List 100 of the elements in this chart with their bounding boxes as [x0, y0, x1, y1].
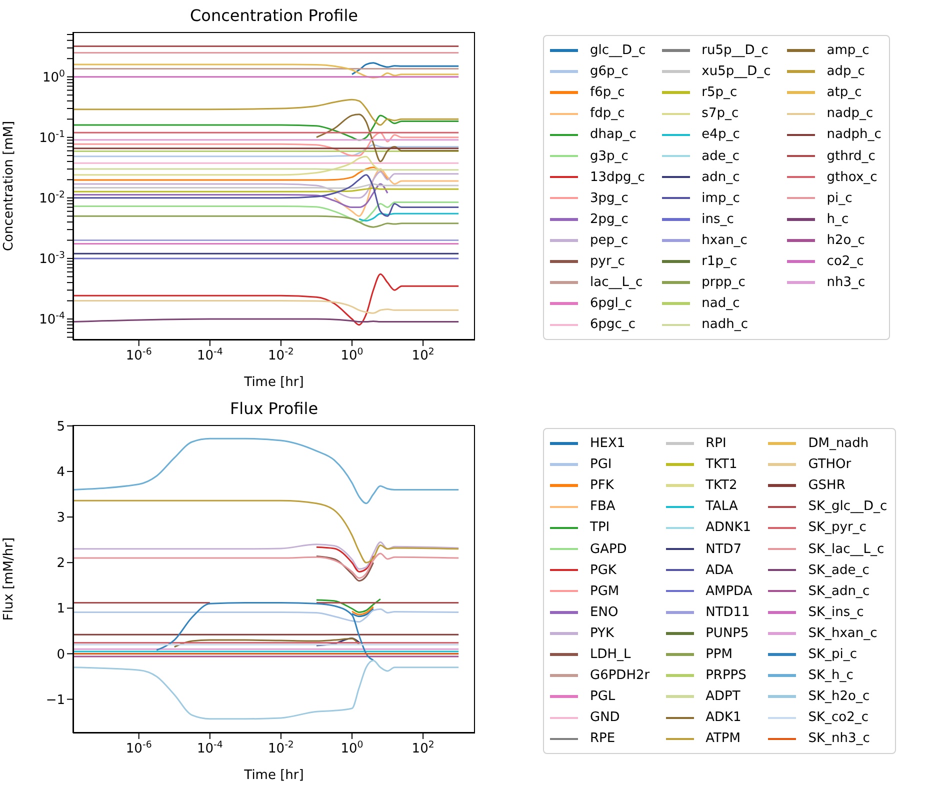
- y-axis-title: Flux [mM/hr]: [2, 537, 17, 621]
- legend-label: 6pgl_c: [590, 296, 632, 312]
- legend-label: ATPM: [706, 731, 740, 746]
- legend-label: TKT1: [706, 457, 738, 472]
- legend-label: e4p_c: [702, 127, 740, 142]
- y-tick-label: 10$^{-1}$: [39, 128, 66, 146]
- legend-label: hxan_c: [702, 232, 748, 248]
- legend-label: SK_h_c: [808, 668, 854, 684]
- legend-label: SK_co2_c: [808, 710, 869, 726]
- legend-label: SK_h2o_c: [808, 689, 870, 704]
- legend-label: PGM: [590, 584, 620, 599]
- legend-label: PGK: [590, 562, 616, 578]
- legend-label: SK_ins_c: [808, 604, 864, 620]
- legend-label: ins_c: [702, 212, 734, 227]
- legend-label: SK_pi_c: [808, 646, 858, 662]
- legend-label: 2pg_c: [590, 212, 628, 227]
- legend-label: 6pgc_c: [590, 317, 636, 332]
- legend-label: pi_c: [826, 190, 852, 206]
- x-tick-label: 10$^{-6}$: [126, 739, 152, 757]
- legend-label: ADK1: [706, 710, 742, 726]
- legend-label: RPI: [706, 436, 726, 452]
- y-tick-label: 3: [56, 510, 65, 526]
- legend-label: PFK: [590, 478, 614, 494]
- x-axis-title: Time [hr]: [243, 768, 304, 783]
- legend-label: PGI: [590, 457, 612, 472]
- chart-title: Flux Profile: [228, 399, 320, 418]
- legend-label: ade_c: [702, 148, 740, 164]
- legend-label: nadh_c: [702, 317, 748, 332]
- legend-label: lac__L_c: [590, 275, 643, 290]
- legend-label: SK_pyr_c: [808, 520, 866, 536]
- x-tick-label: 10$^{-4}$: [196, 739, 223, 757]
- x-tick-label: 10$^{-4}$: [196, 346, 223, 364]
- legend-label: HEX1: [590, 436, 626, 452]
- legend-label: xu5p__D_c: [702, 64, 771, 80]
- y-tick-label: 4: [56, 465, 65, 480]
- legend-label: dhap_c: [590, 127, 636, 142]
- legend-label: ADNK1: [706, 520, 752, 536]
- x-tick-label: 10$^{2}$: [412, 739, 434, 757]
- legend-label: AMPDA: [706, 584, 752, 599]
- legend-label: nad_c: [702, 296, 740, 312]
- y-axis-title: Concentration [mM]: [2, 120, 17, 252]
- legend-label: g3p_c: [590, 148, 628, 164]
- legend-label: GSHR: [808, 478, 846, 494]
- legend-label: PPM: [706, 646, 732, 662]
- legend-label: GND: [590, 710, 620, 726]
- legend-label: nadph_c: [826, 127, 882, 142]
- x-tick-label: 10$^{-2}$: [268, 346, 294, 364]
- legend-label: h2o_c: [826, 232, 865, 248]
- legend-label: pep_c: [590, 232, 628, 248]
- legend-label: SK_hxan_c: [808, 626, 878, 641]
- x-axis-title: Time [hr]: [243, 375, 304, 390]
- legend-label: LDH_L: [590, 646, 631, 662]
- legend-label: G6PDH2r: [590, 668, 650, 684]
- x-tick-label: 10$^{0}$: [340, 739, 364, 757]
- legend-label: gthox_c: [826, 170, 878, 185]
- legend-label: RPE: [590, 731, 616, 746]
- legend-label: GAPD: [590, 542, 627, 557]
- legend-label: fdp_c: [590, 106, 625, 122]
- legend-label: GTHOr: [808, 457, 852, 472]
- legend-label: TKT2: [706, 478, 738, 494]
- legend-label: SK_adn_c: [808, 584, 870, 599]
- legend-label: adn_c: [702, 170, 740, 185]
- legend-label: SK_nh3_c: [808, 731, 870, 746]
- x-tick-label: 10$^{-6}$: [126, 346, 152, 364]
- y-tick-label: 10$^{-2}$: [39, 188, 66, 206]
- legend-label: PYK: [590, 626, 614, 641]
- legend-label: DM_nadh: [808, 436, 869, 452]
- legend-label: r1p_c: [702, 254, 738, 269]
- legend-label: ADA: [706, 562, 734, 578]
- legend-label: 3pg_c: [590, 190, 628, 206]
- legend-label: SK_glc__D_c: [808, 499, 888, 514]
- chart-title: Concentration Profile: [188, 6, 360, 25]
- legend-label: s7p_c: [702, 106, 739, 122]
- y-tick-label: 10$^{0}$: [42, 68, 66, 86]
- y-tick-label: 1: [56, 602, 65, 617]
- legend-label: atp_c: [826, 85, 862, 100]
- legend-label: NTD11: [706, 604, 750, 620]
- legend-label: h_c: [826, 212, 849, 227]
- legend-label: nadp_c: [826, 106, 874, 122]
- y-tick-label: 5: [56, 419, 65, 434]
- legend-label: NTD7: [706, 542, 742, 557]
- legend-label: r5p_c: [702, 85, 738, 100]
- legend-label: glc__D_c: [590, 43, 646, 58]
- y-tick-label: −1: [46, 692, 65, 708]
- legend-label: co2_c: [826, 254, 864, 269]
- legend-label: 13dpg_c: [590, 170, 645, 185]
- y-tick-label: 10$^{-3}$: [39, 250, 66, 268]
- legend-label: nh3_c: [826, 275, 866, 290]
- legend-label: ENO: [590, 604, 618, 620]
- legend-label: ru5p__D_c: [702, 43, 768, 58]
- legend-label: f6p_c: [590, 85, 625, 100]
- legend-label: TPI: [590, 520, 610, 536]
- y-tick-label: 2: [56, 556, 65, 572]
- legend-label: PRPPS: [706, 668, 746, 684]
- legend-label: ADPT: [706, 689, 740, 704]
- legend-label: TALA: [706, 499, 738, 514]
- x-tick-label: 10$^{-2}$: [268, 739, 294, 757]
- legend-label: adp_c: [826, 64, 865, 80]
- legend-label: PUNP5: [706, 626, 749, 641]
- x-tick-label: 10$^{0}$: [340, 346, 364, 364]
